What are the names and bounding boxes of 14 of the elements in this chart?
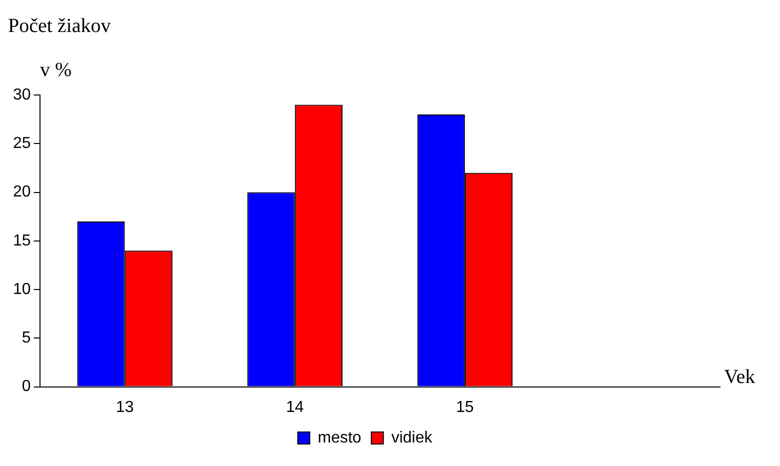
x-tick-label: 15 — [456, 398, 474, 416]
legend-label: mesto — [318, 429, 362, 446]
y-tick-label: 5 — [22, 330, 31, 347]
y-tick-label: 15 — [13, 232, 31, 250]
x-tick-label: 13 — [116, 398, 134, 416]
legend-label: vidiek — [391, 429, 434, 446]
y-tick-label: 0 — [22, 378, 31, 396]
y-tick-label: 10 — [13, 280, 31, 298]
x-axis-title: Vek — [724, 366, 756, 388]
y-tick-label: 25 — [13, 135, 31, 152]
x-tick-label: 14 — [286, 398, 304, 416]
y-tick-label: 30 — [13, 86, 31, 104]
y-tick-label: 20 — [13, 184, 31, 201]
y-axis-title: Počet žiakov v % — [8, 15, 111, 81]
